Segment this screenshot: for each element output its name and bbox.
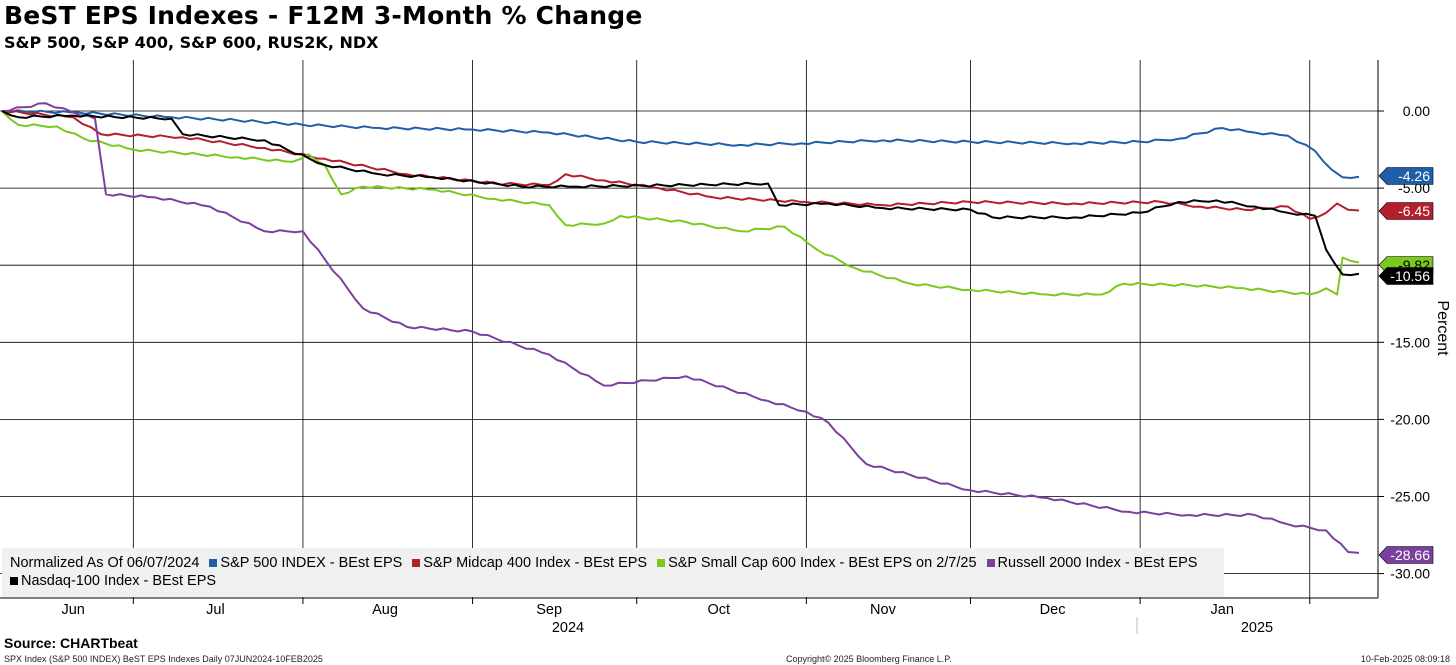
- y-tick-label: -25.00: [1390, 489, 1430, 505]
- legend-swatch: [209, 559, 218, 567]
- value-tag-label: -4.26: [1398, 168, 1430, 184]
- grid: [0, 60, 1378, 598]
- legend-row-1: Normalized As Of 06/07/2024 S&P 500 INDE…: [10, 555, 1207, 571]
- x-month-label: Nov: [870, 602, 897, 618]
- legend-item-mid400: S&P Midcap 400 Index - BEst EPS: [412, 555, 647, 571]
- x-month-label: Jul: [206, 602, 225, 618]
- legend-item-sml600: S&P Small Cap 600 Index - BEst EPS on 2/…: [657, 555, 977, 571]
- value-labels: -4.26-6.45-9.82-28.66-10.56: [1378, 167, 1434, 564]
- x-month-label: Jun: [61, 602, 84, 618]
- chart-title: BeST EPS Indexes - F12M 3-Month % Change: [4, 1, 643, 30]
- x-month-label: Jan: [1211, 602, 1234, 618]
- value-tag-label: -28.66: [1390, 547, 1430, 563]
- x-month-label: Aug: [372, 602, 398, 618]
- x-month-label: Oct: [708, 602, 731, 618]
- value-tag: [1378, 202, 1434, 220]
- legend: Normalized As Of 06/07/2024 S&P 500 INDE…: [2, 548, 1224, 597]
- value-tag: [1378, 546, 1434, 564]
- x-month-label: Sep: [536, 602, 562, 618]
- value-tag-label: -6.45: [1398, 203, 1430, 219]
- series-line: [1, 110, 1360, 297]
- legend-swatch: [986, 559, 995, 567]
- series-line: [1, 102, 1360, 554]
- legend-item-spx: S&P 500 INDEX - BEst EPS: [209, 555, 402, 571]
- chart-subtitle: S&P 500, S&P 400, S&P 600, RUS2K, NDX: [4, 33, 379, 52]
- y-tick-label: -20.00: [1390, 411, 1430, 427]
- x-year-label: 2025: [1241, 620, 1273, 636]
- legend-swatch: [412, 559, 421, 567]
- y-axis-title: Percent: [1434, 300, 1451, 356]
- legend-normalized-note: Normalized As Of 06/07/2024: [10, 555, 200, 571]
- series-lines: [1, 102, 1360, 554]
- series-line: [1, 109, 1360, 179]
- x-month-label: Dec: [1040, 602, 1066, 618]
- y-tick-label: 0.00: [1403, 103, 1430, 119]
- footer-copyright: Copyright© 2025 Bloomberg Finance L.P.: [786, 654, 952, 664]
- y-tick-label: -15.00: [1390, 334, 1430, 350]
- footer-description: SPX Index (S&P 500 INDEX) BeST EPS Index…: [4, 654, 323, 664]
- legend-swatch: [657, 559, 666, 567]
- value-tag: [1378, 267, 1434, 285]
- legend-item-rus2k: Russell 2000 Index - BEst EPS: [986, 555, 1197, 571]
- series-line: [1, 110, 1360, 220]
- source-note: Source: CHARTbeat: [4, 635, 138, 651]
- value-tag: [1378, 167, 1434, 185]
- value-tag-label: -10.56: [1390, 268, 1430, 284]
- x-year-label: 2024: [552, 620, 584, 636]
- legend-row-2: Nasdaq-100 Index - BEst EPS: [10, 573, 226, 589]
- series-line: [1, 110, 1360, 277]
- legend-swatch: [10, 577, 18, 585]
- footer-timestamp: 10-Feb-2025 08:09:18: [1360, 654, 1450, 664]
- legend-item-ndx: Nasdaq-100 Index - BEst EPS: [10, 573, 216, 589]
- y-tick-label: -30.00: [1390, 566, 1430, 582]
